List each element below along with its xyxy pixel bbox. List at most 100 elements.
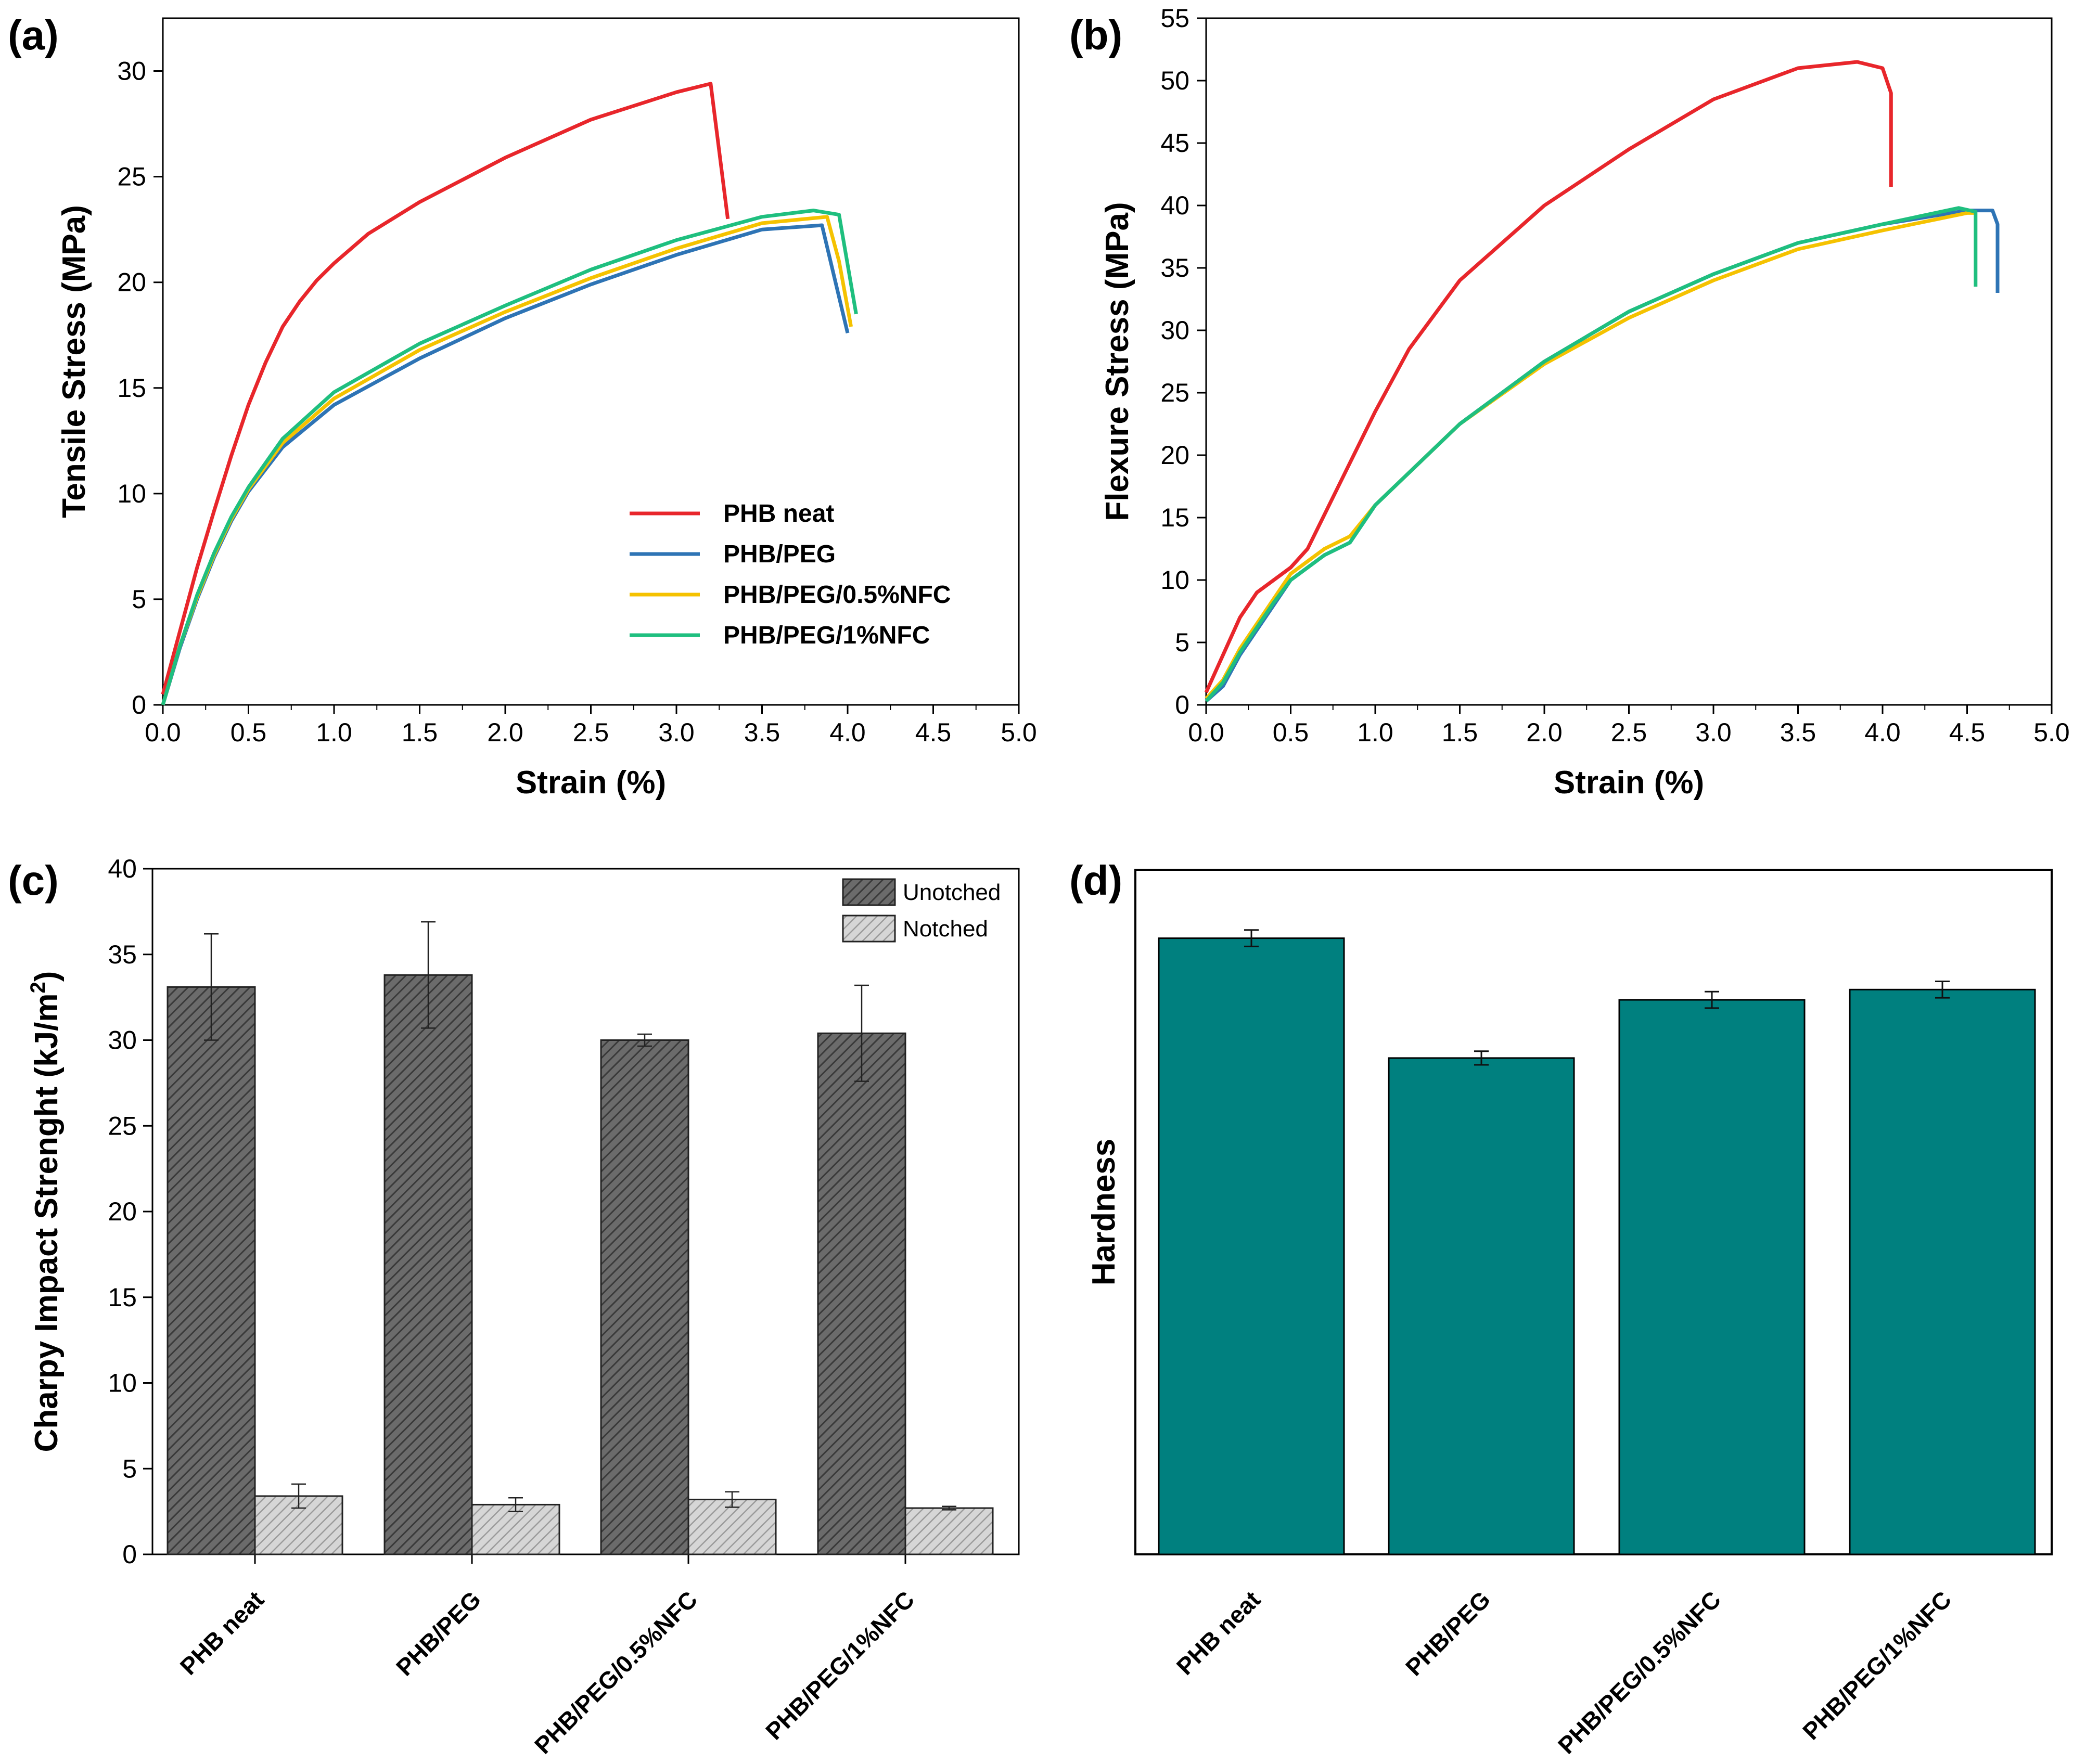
x-axis-label: Strain (%)	[516, 765, 666, 801]
y-tick-label: 20	[108, 1197, 137, 1226]
series-line	[1205, 209, 2000, 703]
x-category-label: PHB/PEG	[391, 1586, 486, 1681]
x-tick-label: 4.5	[1949, 718, 1986, 747]
y-tick-label: 30	[1160, 316, 1189, 345]
x-category-label: PHB/PEG/0.5%NFC	[1553, 1586, 1726, 1759]
legend-swatch	[842, 878, 896, 906]
y-axis-label: Hardness	[1086, 1139, 1122, 1286]
legend-label: PHB/PEG	[723, 540, 836, 568]
legend-label: PHB neat	[723, 500, 834, 527]
x-tick-label: 5.0	[2033, 718, 2070, 747]
y-tick-label: 15	[1160, 503, 1189, 532]
x-tick-label: 4.0	[829, 718, 866, 747]
y-tick-label: 55	[1160, 4, 1189, 33]
x-tick-label: 2.5	[573, 718, 609, 747]
x-tick-label: 2.5	[1611, 718, 1647, 747]
y-tick-label: 5	[122, 1454, 137, 1483]
bar	[687, 1499, 777, 1555]
y-tick-label: 0	[132, 690, 146, 719]
y-axis-label: Flexure Stress (MPa)	[1099, 202, 1135, 521]
flexure-stress-chart: 0.0 0.5 1.0 1.5 2.0 2.5 3.0 3.5 4.0 4.5 5.0 0 5 10 15 2…	[1099, 4, 2070, 801]
bar	[904, 1507, 994, 1555]
y-axis-label: Charpy Impact Strenght (kJ/m2)	[27, 971, 65, 1452]
series-line	[161, 82, 730, 695]
y-tick-label: 5	[1175, 628, 1189, 657]
series-line	[1205, 211, 1976, 700]
y-tick-label: 0	[122, 1540, 137, 1569]
x-axis-label: Strain (%)	[1554, 765, 1704, 801]
y-tick-label: 40	[108, 854, 137, 883]
x-tick-label: 2.0	[487, 718, 523, 747]
y-tick-label: 35	[1160, 253, 1189, 282]
bar	[1849, 988, 2036, 1555]
x-tick-label: 5.0	[1001, 718, 1037, 747]
y-tick-label: 10	[117, 479, 146, 508]
x-tick-label: 0.0	[145, 718, 181, 747]
legend-label: Unotched	[903, 880, 1001, 905]
bar	[383, 974, 473, 1555]
y-axis-label: Tensile Stress (MPa)	[56, 205, 92, 518]
legend-label: PHB/PEG/1%NFC	[723, 622, 930, 649]
x-tick-label: 0.5	[1273, 718, 1309, 747]
x-category-label: PHB neat	[1171, 1586, 1265, 1680]
y-tick-label: 25	[108, 1111, 137, 1140]
x-tick-label: 4.5	[915, 718, 952, 747]
charpy-impact-chart: 0 5 10 15 20 25 30 35 40 PHB neat PHB/PEG PHB/PEG/0…	[27, 854, 1020, 1759]
y-tick-label: 15	[117, 374, 146, 403]
x-tick-label: 4.0	[1864, 718, 1901, 747]
legend-swatch	[842, 915, 896, 943]
bar	[817, 1032, 906, 1555]
legend-label: PHB/PEG/0.5%NFC	[723, 581, 951, 609]
y-tick-label: 0	[1175, 690, 1189, 719]
panel-label-a: (a)	[8, 12, 59, 58]
y-tick-label: 45	[1160, 128, 1189, 158]
x-tick-label: 3.0	[1695, 718, 1732, 747]
bar	[600, 1039, 689, 1555]
series-line	[1205, 206, 1978, 703]
y-tick-label: 10	[1160, 565, 1189, 595]
x-tick-label: 1.5	[402, 718, 438, 747]
y-tick-label: 15	[108, 1283, 137, 1312]
bar	[1388, 1057, 1575, 1555]
x-category-label: PHB neat	[175, 1586, 269, 1680]
panel-label-c: (c)	[8, 857, 59, 904]
y-tick-label: 40	[1160, 191, 1189, 220]
x-category-label: PHB/PEG/0.5%NFC	[529, 1586, 702, 1759]
y-tick-label: 25	[1160, 378, 1189, 407]
y-tick-label: 10	[108, 1369, 137, 1398]
bar	[1618, 999, 1806, 1555]
panel-label-b: (b)	[1069, 12, 1122, 58]
y-tick-label: 50	[1160, 66, 1189, 95]
x-tick-label: 3.5	[1780, 718, 1816, 747]
x-tick-label: 0.0	[1188, 718, 1224, 747]
legend-label: Notched	[903, 916, 988, 942]
plot-frame	[1205, 17, 2053, 706]
bar	[471, 1503, 560, 1555]
series-line	[1204, 60, 1893, 693]
y-tick-label: 35	[108, 940, 137, 969]
x-tick-label: 1.0	[316, 718, 352, 747]
y-tick-label: 20	[117, 268, 146, 297]
bar	[167, 986, 256, 1555]
bar	[1158, 937, 1345, 1555]
panel-label-d: (d)	[1069, 857, 1122, 904]
y-tick-label: 30	[108, 1026, 137, 1055]
y-tick-label: 5	[132, 585, 146, 614]
x-category-label: PHB/PEG/1%NFC	[1797, 1586, 1956, 1745]
x-category-label: PHB/PEG/1%NFC	[760, 1586, 919, 1745]
y-tick-label: 25	[117, 162, 146, 191]
y-tick-label: 20	[1160, 441, 1189, 470]
tensile-stress-chart: 0.0 0.5 1.0 1.5 2.0 2.5 3.0 3.5 4.0 4.5 5.0 0 5 10 15 2…	[56, 17, 1037, 801]
series-line	[161, 209, 858, 705]
hardness-chart: PHB neat PHB/PEG PHB/PEG/0.5%NFC PHB/PEG/1%…	[1086, 869, 2053, 1759]
x-tick-label: 0.5	[231, 718, 267, 747]
plot-frame	[1134, 869, 2053, 1555]
y-tick-label: 30	[117, 57, 146, 86]
x-tick-label: 1.5	[1442, 718, 1478, 747]
x-tick-label: 3.0	[658, 718, 695, 747]
x-tick-label: 1.0	[1357, 718, 1393, 747]
x-tick-label: 2.0	[1526, 718, 1563, 747]
x-category-label: PHB/PEG	[1400, 1586, 1495, 1681]
x-tick-label: 3.5	[744, 718, 780, 747]
